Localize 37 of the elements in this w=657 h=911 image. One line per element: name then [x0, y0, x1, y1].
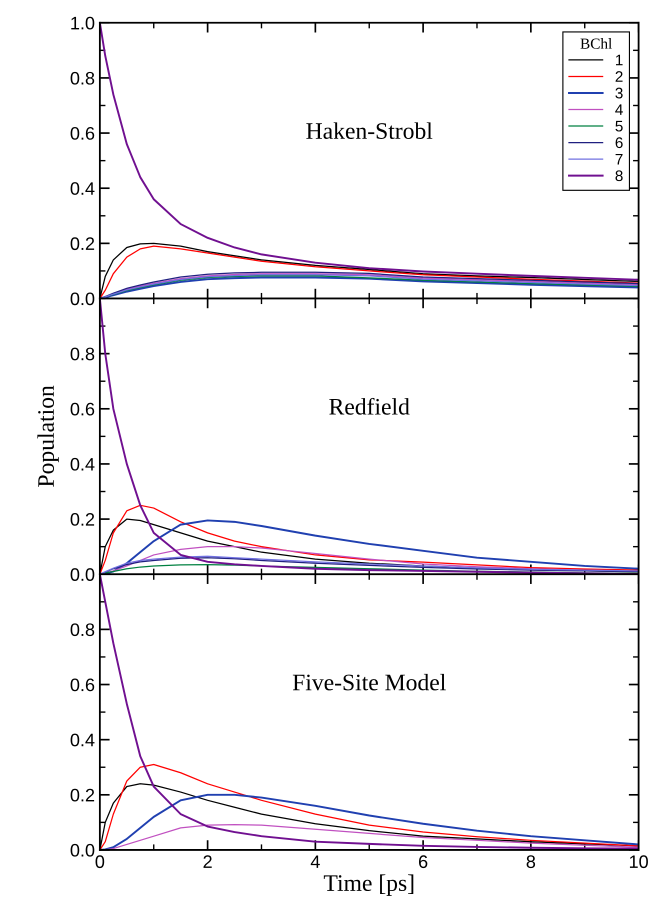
legend-label: 8	[615, 170, 623, 182]
y-tick-label: 0.6	[70, 678, 94, 692]
y-tick-label: 0.8	[70, 348, 94, 360]
x-axis-title: Time [ps]	[324, 874, 414, 896]
legend-label: 7	[616, 154, 623, 164]
x-tick-label: 2	[204, 855, 212, 868]
y-tick-label: 1.0	[71, 16, 94, 30]
legend-label: 6	[616, 137, 623, 148]
legend-label: 4	[615, 104, 623, 115]
y-tick-label: 0.6	[70, 402, 94, 416]
legend-title: BChl	[580, 38, 612, 49]
x-tick-label: 6	[419, 855, 428, 868]
y-tick-label: 0.4	[70, 734, 94, 746]
y-tick-label: 0.0	[70, 568, 94, 581]
text: Haken-Strobl	[306, 122, 432, 139]
y-tick-label: 0.0	[70, 292, 94, 306]
x-tick-label: 10	[630, 855, 648, 868]
text: Five-Site Model	[292, 674, 446, 690]
legend-label: 1	[616, 54, 623, 66]
legend-label: 3	[615, 88, 623, 98]
y-tick-label: 0.2	[70, 788, 94, 802]
legend-label: 5	[615, 120, 623, 132]
x-tick-label: 8	[526, 855, 536, 868]
y-tick-label: 0.6	[70, 127, 94, 140]
y-tick-label: 0.0	[70, 844, 94, 857]
x-tick-label: 0	[96, 855, 104, 868]
y-tick-label: 0.4	[70, 458, 94, 471]
y-axis-title: Population	[37, 386, 59, 487]
legend-label: 2	[616, 71, 623, 82]
y-tick-label: 0.2	[70, 237, 94, 250]
y-tick-label: 0.4	[70, 182, 94, 195]
text: Redfield	[329, 398, 410, 415]
x-tick-label: 4	[310, 855, 320, 868]
y-tick-label: 0.2	[70, 513, 94, 526]
y-tick-label: 0.8	[70, 72, 94, 85]
line-series	[104, 824, 639, 850]
y-tick-label: 0.8	[70, 623, 94, 636]
